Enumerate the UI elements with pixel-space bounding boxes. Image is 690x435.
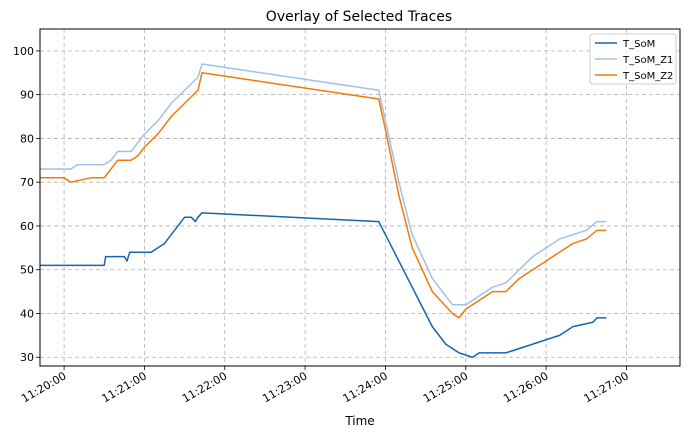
series-layer <box>40 63 607 358</box>
x-tick-label: 11:21:00 <box>100 369 149 405</box>
series-line-t-som-z1 <box>40 63 607 306</box>
x-tick-label: 11:24:00 <box>341 369 390 405</box>
ticks: 11:20:00 11:21:00 11:22:00 11:23:00 11:24:00… <box>13 45 631 405</box>
y-tick-label: 70 <box>20 176 34 189</box>
legend-label: T_SoM_Z2 <box>622 71 673 82</box>
series-line-t-som <box>40 212 607 358</box>
y-tick-label: 90 <box>20 89 34 102</box>
y-tick-label: 50 <box>20 264 34 277</box>
y-tick-label: 60 <box>20 220 34 233</box>
legend-box <box>589 33 677 85</box>
chart-title: Overlay of Selected Traces <box>266 9 452 25</box>
series-line-t-som-z2 <box>40 72 607 319</box>
plot-frame <box>39 28 681 367</box>
legend: T_SoM T_SoM_Z1 T_SoM_Z2 <box>589 33 677 85</box>
legend-label: T_SoM_Z1 <box>622 55 673 66</box>
x-tick-label: 11:27:00 <box>582 369 631 405</box>
x-tick-label: 11:25:00 <box>421 369 470 405</box>
x-axis-label: Time <box>344 414 374 428</box>
y-tick-label: 40 <box>20 307 34 320</box>
y-tick-label: 80 <box>20 132 34 145</box>
x-tick-label: 11:26:00 <box>501 369 550 405</box>
legend-label: T_SoM <box>622 39 655 50</box>
grid <box>40 29 680 366</box>
x-tick-label: 11:22:00 <box>180 369 229 405</box>
x-tick-label: 11:20:00 <box>19 369 68 405</box>
y-tick-label: 30 <box>20 351 34 364</box>
x-tick-label: 11:23:00 <box>260 369 309 405</box>
y-tick-label: 100 <box>13 45 34 58</box>
